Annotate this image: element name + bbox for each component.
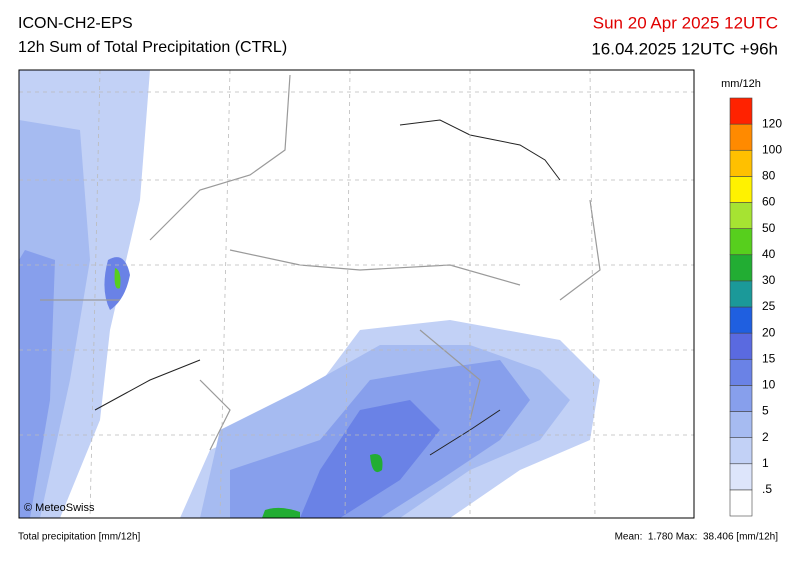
footer-stats: Mean: 1.780 Max: 38.406 [mm/12h] xyxy=(615,532,779,543)
colorbar-label: 50 xyxy=(762,221,776,235)
product-name: 12h Sum of Total Precipitation (CTRL) xyxy=(18,39,287,56)
colorbar-label: 40 xyxy=(762,247,776,261)
legend-unit: mm/12h xyxy=(721,78,761,90)
colorbar-box xyxy=(729,332,753,360)
colorbar-label: 10 xyxy=(762,378,776,392)
colorbar-box xyxy=(729,254,753,282)
colorbar-box xyxy=(729,385,753,412)
colorbar-box xyxy=(729,97,753,125)
colorbar-label: 30 xyxy=(762,273,776,287)
colorbar-label: .5 xyxy=(762,482,772,496)
valid-time: Sun 20 Apr 2025 12UTC xyxy=(593,13,778,32)
copyright: © MeteoSwiss xyxy=(24,502,95,514)
colorbar-label: 15 xyxy=(762,351,776,365)
colorbar-label: 2 xyxy=(762,430,769,444)
colorbar-label: 60 xyxy=(762,195,776,209)
colorbar-box xyxy=(729,411,753,438)
colorbar-label: 80 xyxy=(762,169,776,183)
colorbar-box xyxy=(729,358,753,386)
run-time: 16.04.2025 12UTC +96h xyxy=(591,39,778,58)
colorbar-label: 100 xyxy=(762,142,782,156)
colorbar-label: 20 xyxy=(762,325,776,339)
colorbar-box xyxy=(729,306,753,334)
colorbar-label: 25 xyxy=(762,299,776,313)
model-name: ICON-CH2-EPS xyxy=(18,15,133,32)
colorbar-box xyxy=(729,437,753,465)
colorbar-box xyxy=(729,176,753,203)
colorbar-box xyxy=(729,463,753,491)
colorbar-label: 5 xyxy=(762,404,769,418)
colorbar-label: 1 xyxy=(762,456,769,470)
colorbar-box xyxy=(729,489,753,517)
colorbar-label: 120 xyxy=(762,116,782,130)
colorbar-box xyxy=(729,202,753,229)
footer-label: Total precipitation [mm/12h] xyxy=(18,532,141,543)
colorbar-box xyxy=(729,149,753,177)
map xyxy=(18,69,695,519)
colorbar-box xyxy=(729,228,753,256)
colorbar-box xyxy=(729,280,753,308)
colorbar-box xyxy=(729,123,753,151)
